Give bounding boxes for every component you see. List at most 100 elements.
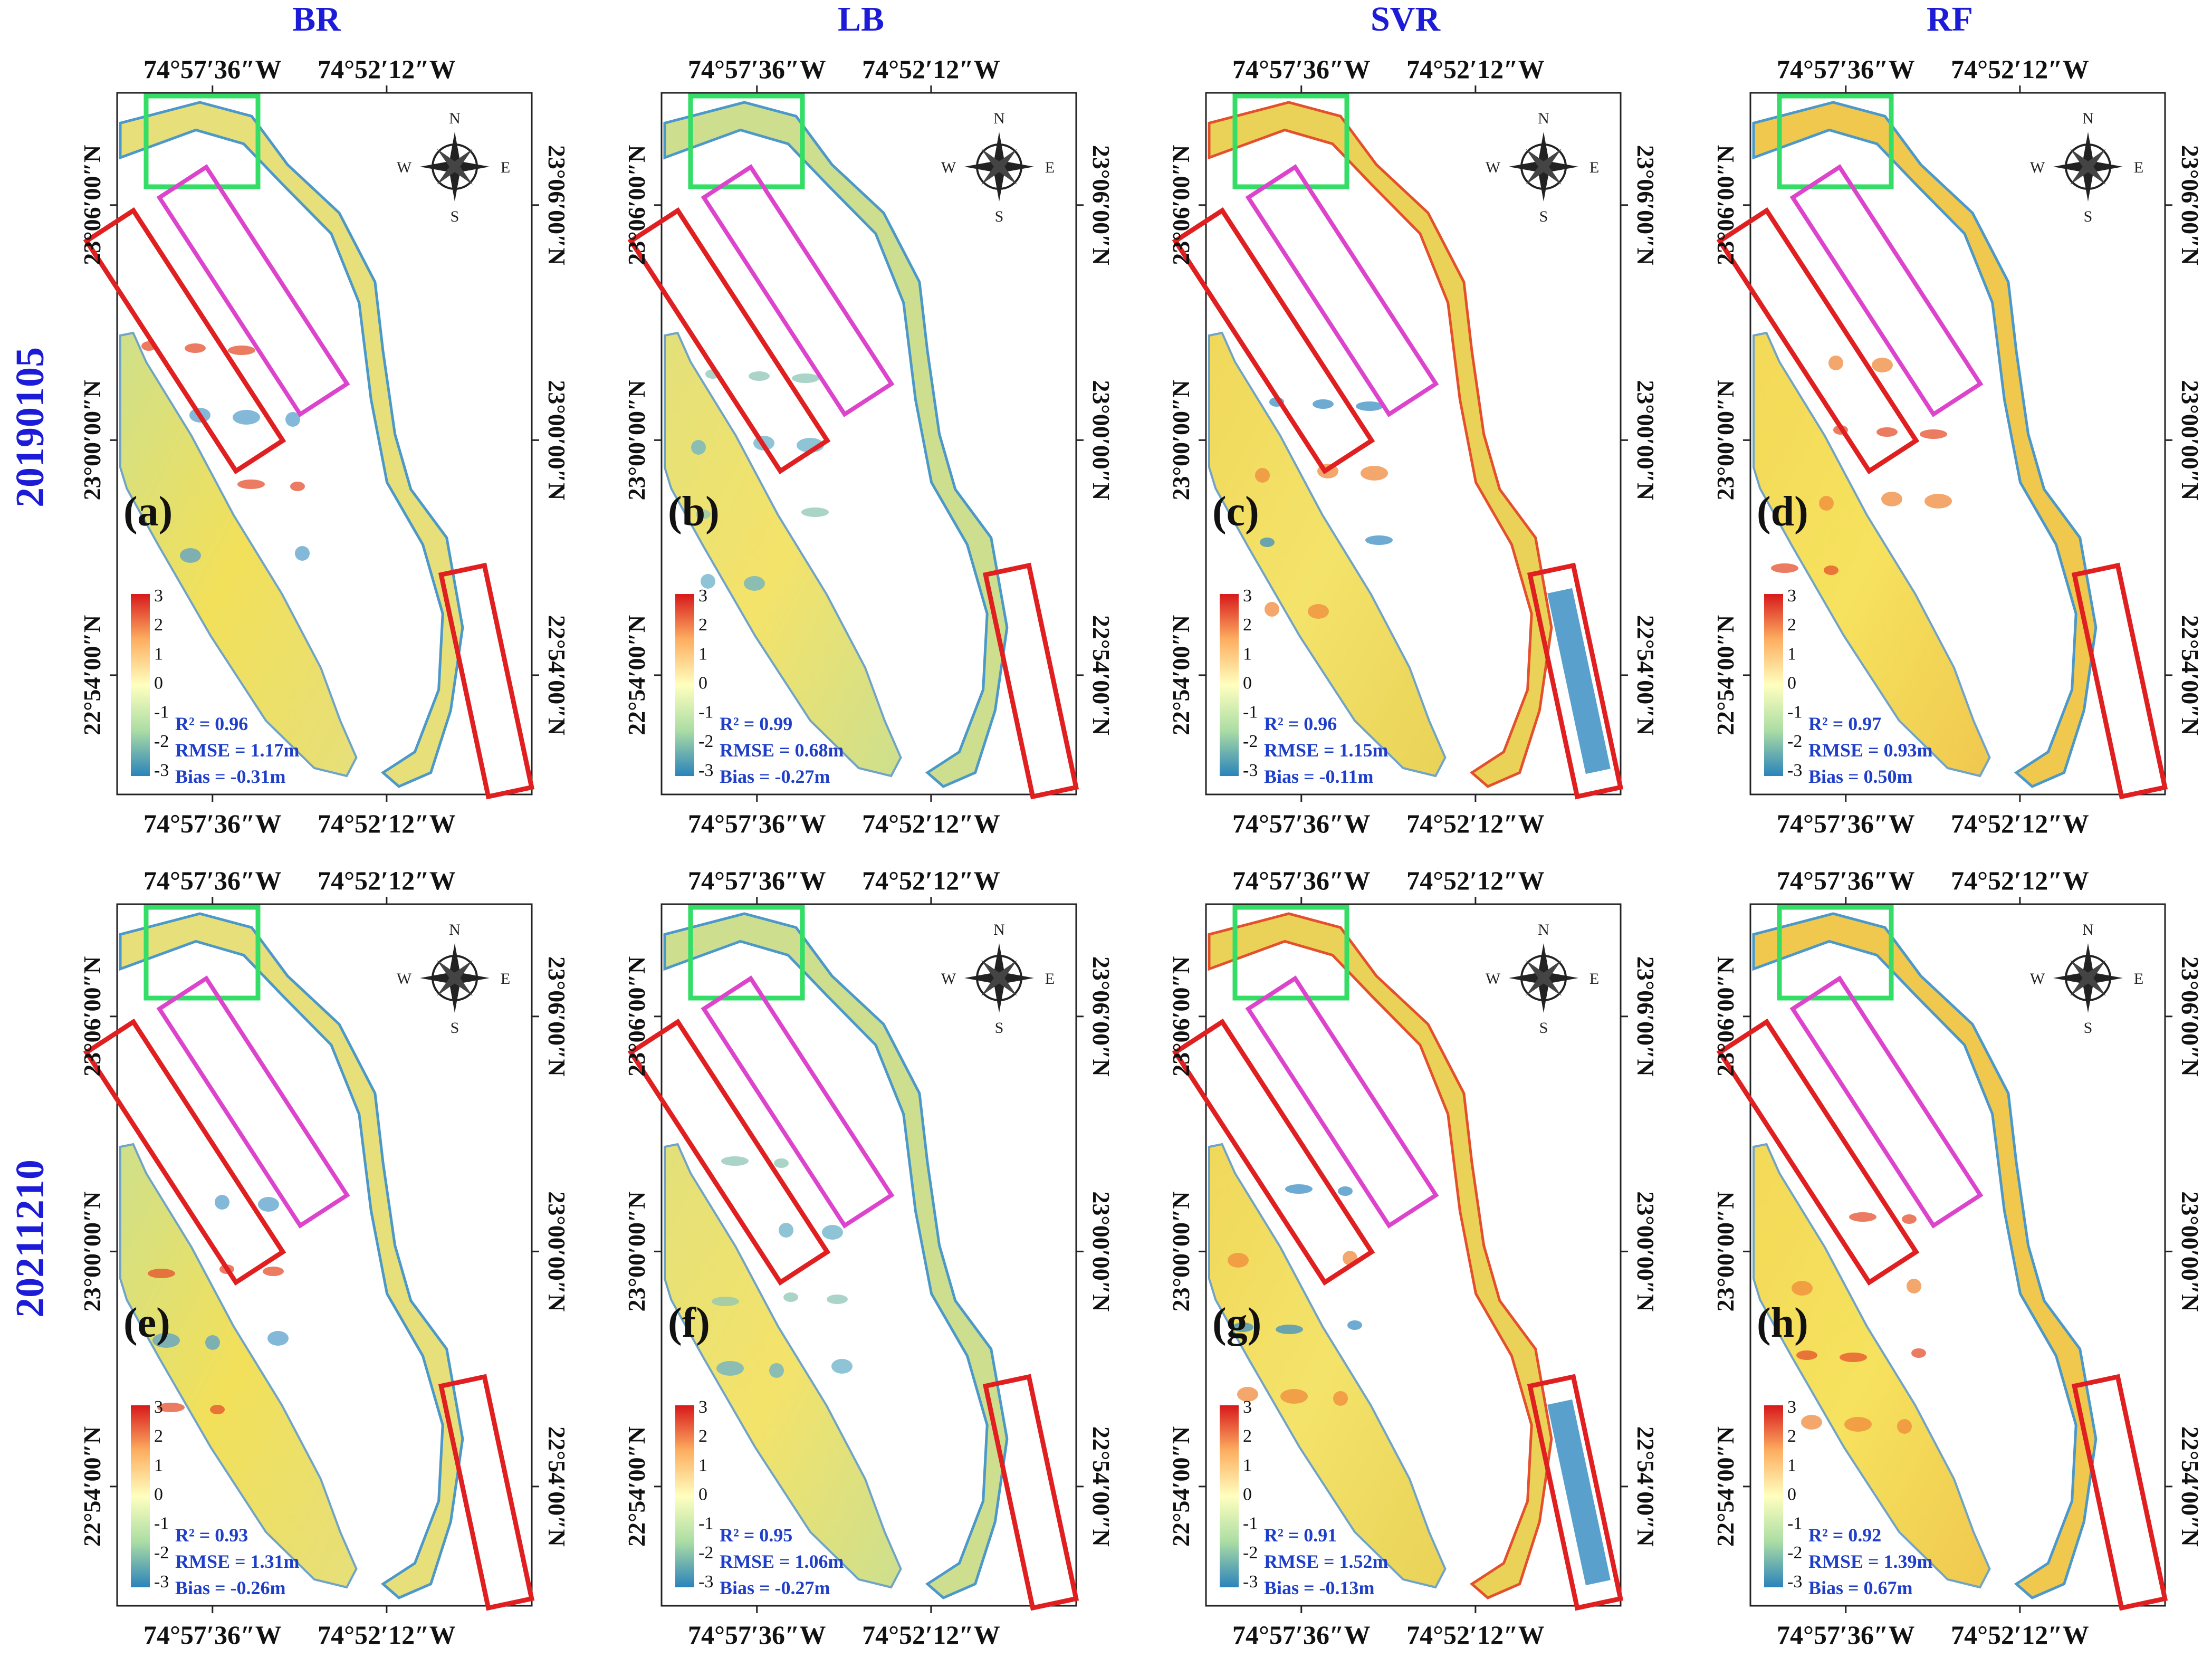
lat-label-right: 23°00′00″N — [2177, 1191, 2204, 1311]
lon-label-bottom: 74°57′36″W — [688, 1620, 826, 1650]
coastline-ridge — [1208, 101, 1553, 788]
rmse-stat: RMSE = 1.52m — [1264, 1551, 1389, 1572]
lat-label-left: 23°06′00″N — [623, 956, 650, 1077]
error-patch — [769, 1363, 784, 1378]
island-shape — [1208, 331, 1447, 778]
column-title: SVR — [1371, 0, 1441, 39]
colorbar-tick: 0 — [1243, 1485, 1252, 1504]
error-patch — [783, 1292, 798, 1302]
colorbar-tick: -3 — [154, 761, 169, 780]
lat-label-left: 23°00′00″N — [1167, 1191, 1194, 1311]
r2-stat: R² = 0.91 — [1264, 1525, 1337, 1546]
colorbar-tick: -1 — [698, 1514, 713, 1534]
green-box — [688, 93, 805, 189]
lat-label-right: 23°00′00″N — [1632, 380, 1659, 500]
lon-label-bottom: 74°52′12″W — [1951, 1620, 2089, 1650]
colorbar — [1220, 1405, 1239, 1587]
red-box-west — [1172, 207, 1375, 475]
colorbar-tick: -2 — [154, 732, 169, 751]
compass-north: N — [1538, 110, 1549, 127]
rmse-stat: RMSE = 0.93m — [1808, 740, 1933, 761]
panel-g: N S E W (g) 3 2 1 0 -1 -2 -3 R² = 0.91 RMSE = 1.52m Bi… — [1167, 866, 1659, 1650]
error-patch — [744, 576, 765, 591]
error-patch — [1840, 1353, 1867, 1362]
error-patch — [1361, 466, 1388, 481]
lat-label-left: 22°54′00″N — [623, 1426, 650, 1547]
colorbar-tick: 2 — [154, 615, 163, 635]
compass-west: W — [2030, 159, 2045, 176]
error-patch — [1280, 1389, 1308, 1404]
lon-label-top: 74°52′12″W — [1406, 54, 1545, 84]
magenta-box — [701, 164, 895, 417]
lat-label-left: 22°54′00″N — [1712, 1426, 1739, 1547]
colorbar-tick: -1 — [154, 1514, 169, 1534]
lat-label-left: 22°54′00″N — [1167, 615, 1194, 735]
lat-label-right: 22°54′00″N — [543, 1426, 570, 1547]
colorbar-tick: -3 — [1243, 761, 1258, 780]
error-patch — [822, 1225, 843, 1240]
compass-north: N — [449, 110, 461, 127]
compass-needle-diag — [437, 149, 473, 185]
colorbar-tick: -2 — [698, 1543, 713, 1563]
bias-stat: Bias = -0.27m — [720, 766, 830, 787]
red-box-east — [438, 1374, 535, 1611]
coastline-ridge — [663, 101, 1009, 788]
green-box — [1232, 93, 1349, 189]
lon-label-top: 74°52′12″W — [862, 54, 1000, 84]
lat-label-right: 22°54′00″N — [1088, 615, 1115, 735]
colorbar-tick: 1 — [1243, 1455, 1252, 1475]
colorbar-tick: -2 — [1787, 732, 1802, 751]
error-patch — [716, 1361, 744, 1376]
red-box-east — [438, 562, 535, 800]
row-label: 20211210 — [8, 1159, 52, 1318]
rmse-stat: RMSE = 0.68m — [720, 740, 844, 761]
colorbar-tick: 3 — [1787, 586, 1796, 606]
lon-label-top: 74°57′36″W — [143, 54, 282, 84]
compass-east: E — [501, 970, 510, 988]
lat-label-right: 23°00′00″N — [543, 380, 570, 500]
colorbar-tick: 1 — [1787, 644, 1796, 664]
colorbar — [131, 1405, 150, 1587]
error-patch — [1824, 566, 1838, 575]
compass-west: W — [397, 970, 412, 988]
r2-stat: R² = 0.95 — [720, 1525, 792, 1546]
compass-needle-diag — [2070, 960, 2106, 996]
colorbar-tick: -2 — [154, 1543, 169, 1563]
colorbar-tick: 3 — [1243, 586, 1252, 606]
compass-east: E — [2134, 159, 2143, 176]
panel-label: (c) — [1212, 488, 1259, 535]
lat-label-left: 23°00′00″N — [1712, 1191, 1739, 1311]
error-patch — [1365, 535, 1393, 545]
error-patch — [1347, 1320, 1362, 1330]
row-label: 20190105 — [8, 347, 52, 507]
colorbar-tick: -2 — [1243, 732, 1258, 751]
error-patch — [749, 371, 770, 381]
colorbar-tick: -1 — [1243, 1514, 1258, 1534]
colorbar-tick: 2 — [154, 1426, 163, 1446]
error-patch — [1897, 1419, 1912, 1434]
lon-label-bottom: 74°52′12″W — [1951, 809, 2089, 838]
panel-label: (h) — [1757, 1300, 1808, 1346]
compass-west: W — [2030, 970, 2045, 988]
lat-label-left: 22°54′00″N — [623, 615, 650, 735]
error-patch — [827, 1295, 848, 1304]
lat-label-left: 23°00′00″N — [1167, 380, 1194, 500]
coastline-ridge — [1208, 912, 1553, 1599]
lat-label-right: 22°54′00″N — [2177, 615, 2204, 735]
colorbar-tick: -1 — [1787, 1514, 1802, 1534]
panel-label: (f) — [668, 1300, 710, 1346]
green-box — [143, 905, 261, 1001]
lon-label-top: 74°52′12″W — [1406, 866, 1545, 895]
error-patch — [295, 546, 310, 561]
error-patch — [1872, 358, 1893, 372]
compass-needle-diag — [1526, 960, 1562, 996]
panel-label: (e) — [123, 1300, 170, 1346]
lat-label-right: 23°06′00″N — [1632, 145, 1659, 265]
compass-rose-icon: N S E W — [397, 921, 510, 1037]
lat-label-right: 22°54′00″N — [1632, 615, 1659, 735]
lon-label-top: 74°52′12″W — [318, 866, 456, 895]
bias-stat: Bias = -0.27m — [720, 1577, 830, 1598]
error-patch — [831, 1359, 853, 1374]
compass-south: S — [1539, 1019, 1548, 1037]
lat-label-right: 23°00′00″N — [2177, 380, 2204, 500]
